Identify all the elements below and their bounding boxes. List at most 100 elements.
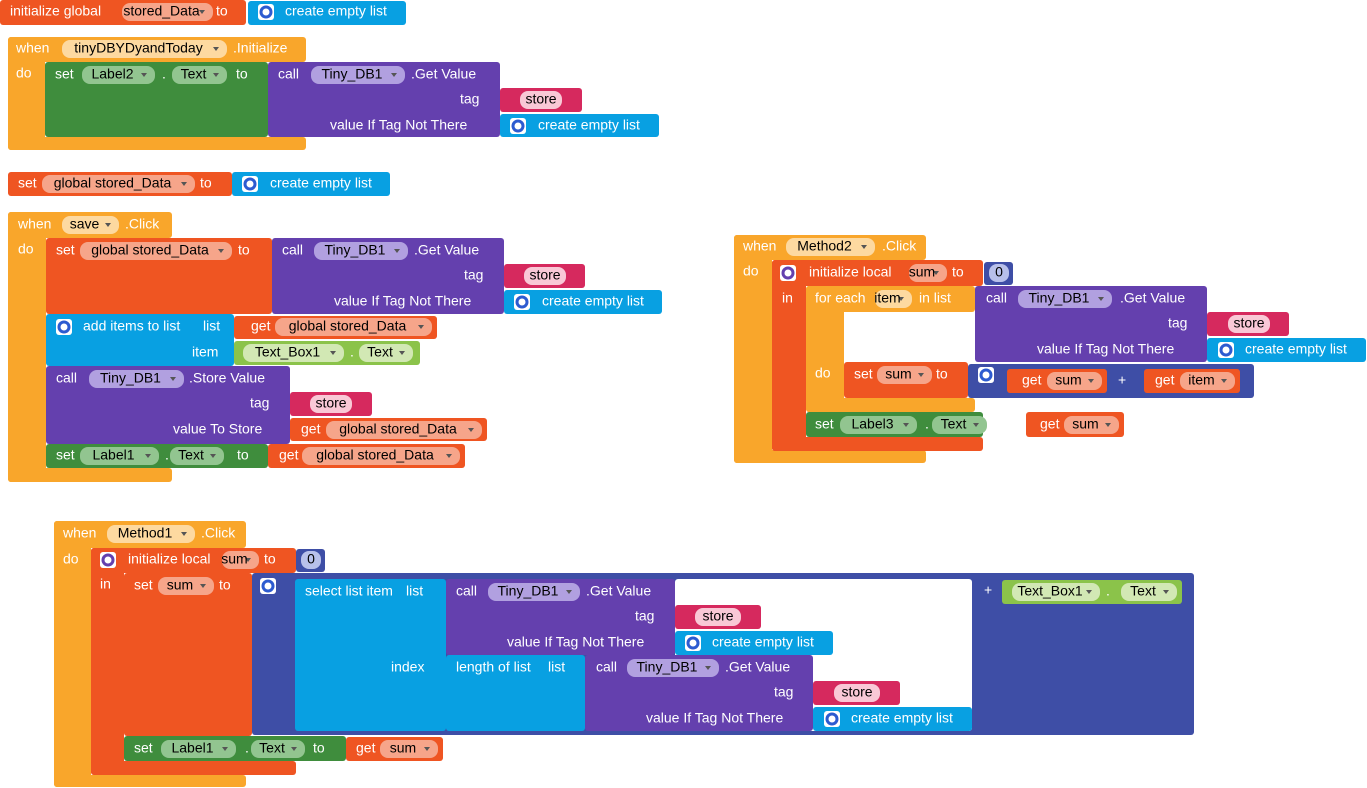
field-pill (62, 216, 119, 234)
block-label: set (815, 416, 834, 432)
block (248, 1, 406, 25)
field-pill (488, 583, 580, 601)
dropdown-arrow (245, 558, 251, 562)
field-pill (314, 242, 408, 260)
field-text: Tiny_DB1 (322, 66, 383, 82)
block-label: value If Tag Not There (646, 710, 783, 726)
block-label: when (62, 525, 96, 541)
block-label: value To Store (173, 421, 262, 437)
block-label: to (200, 175, 212, 191)
block-label: to (936, 366, 948, 382)
block-label: to (238, 242, 250, 258)
block-label: + (984, 582, 992, 598)
field-text: item (1188, 372, 1214, 388)
field-text: Text (181, 66, 207, 82)
block-label: create empty list (712, 634, 814, 650)
block-label: set (56, 447, 75, 463)
block (1207, 338, 1366, 362)
field-text: store (841, 684, 872, 700)
block-label: when (742, 238, 776, 254)
block-label: item (192, 344, 218, 360)
block-label: call (282, 242, 303, 258)
block-label: set (134, 740, 153, 756)
dropdown-arrow (105, 223, 111, 227)
field-pill (1121, 583, 1177, 601)
block-label: set (134, 577, 153, 593)
block-label: initialize local (128, 551, 210, 567)
block-label: get (279, 447, 299, 463)
mutator-gear (261, 579, 275, 593)
field-text: Tiny_DB1 (498, 583, 559, 599)
dropdown-arrow (933, 271, 939, 275)
dropdown-arrow (170, 377, 176, 381)
field-pill (877, 366, 932, 384)
field-pill (695, 608, 741, 626)
field-pill (1228, 315, 1270, 333)
block-label: get (251, 318, 271, 334)
block-label: value If Tag Not There (507, 634, 644, 650)
block-label: .Click (201, 525, 236, 541)
block-label: get (1022, 372, 1042, 388)
block-label: for each (815, 290, 866, 306)
block (772, 260, 806, 451)
block-label: when (15, 40, 49, 56)
field-text: Text (178, 447, 204, 463)
block-label: tag (460, 91, 479, 107)
field-text: stored_Data (123, 3, 199, 19)
block-label: call (278, 66, 299, 82)
block (45, 62, 268, 137)
field-pill (380, 740, 438, 758)
dropdown-arrow (141, 73, 147, 77)
block-label: do (743, 263, 759, 279)
block-label: create empty list (285, 3, 387, 19)
field-text: Label3 (851, 416, 893, 432)
field-pill (158, 577, 214, 595)
dropdown-arrow (973, 423, 979, 427)
field-text: sum (885, 366, 911, 382)
dropdown-arrow (213, 47, 219, 51)
field-pill (161, 740, 236, 758)
block-label: do (815, 365, 831, 381)
block-label: . (165, 447, 169, 463)
field-text: sum (221, 551, 247, 567)
block (500, 114, 659, 137)
block-label: to (264, 551, 276, 567)
field-pill (251, 740, 305, 758)
dropdown-arrow (218, 249, 224, 253)
field-pill (909, 264, 947, 282)
field-text: global stored_Data (54, 175, 172, 191)
block-label: length of list (456, 659, 531, 675)
field-pill (1047, 372, 1102, 390)
block (91, 548, 124, 775)
dropdown-arrow (200, 584, 206, 588)
block-label: set (56, 242, 75, 258)
block-label: . (1106, 583, 1110, 599)
field-text: sum (167, 577, 193, 593)
block (8, 212, 46, 482)
dropdown-arrow (446, 454, 452, 458)
dropdown-arrow (705, 666, 711, 670)
block (54, 775, 246, 787)
mutator-gear (825, 712, 839, 726)
field-pill (275, 318, 432, 336)
block-label: call (596, 659, 617, 675)
field-pill (834, 684, 880, 702)
block-label: to (216, 3, 228, 19)
field-pill (80, 242, 232, 260)
block-label: initialize global (10, 3, 101, 19)
field-pill (301, 551, 321, 569)
block-label: to (219, 577, 231, 593)
mutator-gear (259, 5, 273, 19)
block-label: tag (464, 267, 483, 283)
block-label: .Get Value (1120, 290, 1185, 306)
block-label: value If Tag Not There (1037, 341, 1174, 357)
field-text: global stored_Data (339, 421, 457, 437)
field-text: global stored_Data (316, 447, 434, 463)
field-text: store (702, 608, 733, 624)
field-pill (520, 91, 562, 109)
block-label: tag (635, 608, 654, 624)
block-label: create empty list (851, 710, 953, 726)
block-label: .Click (882, 238, 917, 254)
block-label: initialize local (809, 264, 891, 280)
